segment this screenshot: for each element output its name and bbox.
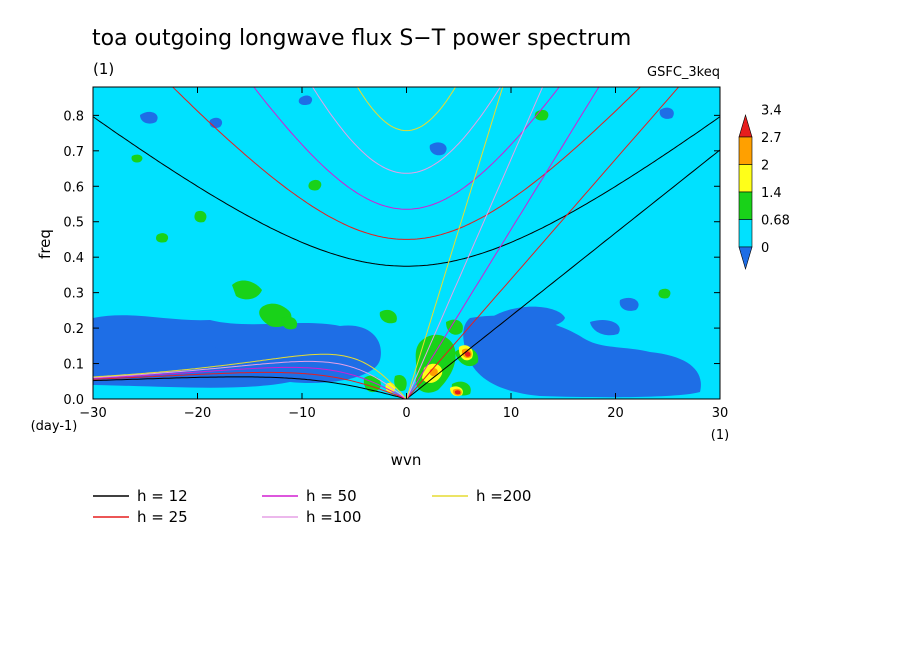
power-contour (590, 320, 620, 336)
power-contour (446, 319, 463, 335)
power-contour (209, 117, 223, 129)
legend-label: h =200 (476, 487, 531, 505)
kelvin-curve (406, 87, 680, 399)
colorbar-level-label: 1.4 (761, 186, 782, 201)
x-unit-label: (1) (711, 428, 729, 443)
y-tick-label: 0.2 (63, 322, 84, 337)
power-contour (463, 315, 701, 398)
power-contour (394, 374, 407, 392)
power-contour (93, 315, 381, 388)
colorbar-segment (738, 136, 753, 165)
y-tick-label: 0.4 (63, 251, 84, 266)
inertia-gravity-curve (253, 87, 560, 210)
x-axis: −30 −20 −10 0 10 20 30 (79, 87, 728, 421)
y-unit-label: (day-1) (31, 419, 78, 434)
x-axis-label: wvn (391, 451, 422, 469)
rossby-curve (93, 371, 407, 399)
legend: h = 12 h = 25 h = 50 h =100 h =200 (93, 487, 531, 526)
y-tick-label: 0.3 (63, 287, 84, 302)
rossby-curve (93, 360, 407, 399)
inertia-gravity-curve (171, 87, 642, 240)
rossby-curve (93, 366, 407, 399)
x-tick-label: 30 (712, 406, 729, 421)
kelvin-curve (406, 87, 600, 399)
power-contour (379, 309, 397, 324)
rossby-curve (93, 353, 407, 399)
colorbar-min-arrow (738, 246, 753, 271)
y-axis: 0.0 0.1 0.2 0.3 0.4 0.5 0.6 0.7 0.8 (63, 109, 720, 408)
x-tick-label: 0 (402, 406, 410, 421)
y-axis-label: freq (36, 229, 54, 259)
power-contour (298, 95, 313, 106)
rossby-curve (93, 376, 407, 399)
y-tick-label: 0.7 (63, 145, 84, 160)
power-contour (232, 280, 262, 300)
spectral-power-contours (93, 95, 701, 398)
x-tick-label: −20 (184, 406, 211, 421)
legend-label: h = 50 (306, 487, 357, 505)
chart-subtitle-right: GSFC_3keq (647, 65, 720, 80)
colorbar-level-label: 2 (761, 159, 769, 174)
y-tick-label: 0.0 (63, 393, 84, 408)
power-contour (140, 111, 158, 124)
y-tick-label: 0.1 (63, 358, 84, 373)
colorbar-max-arrow (738, 113, 753, 138)
kelvin-curve (406, 87, 544, 399)
power-contour (194, 210, 207, 223)
power-contour (93, 330, 129, 353)
power-contour (131, 154, 143, 163)
power-contour (156, 233, 169, 243)
legend-label: h =100 (306, 508, 361, 526)
inertia-gravity-curve (93, 116, 720, 267)
power-contour (658, 288, 671, 299)
colorbar-level-label: 2.7 (761, 131, 782, 146)
inertia-gravity-curve (311, 87, 502, 174)
kelvin-curve (406, 149, 720, 399)
y-tick-label: 0.6 (63, 180, 84, 195)
y-tick-label: 0.8 (63, 109, 84, 124)
colorbar-segment (738, 191, 753, 220)
colorbar-segment (738, 164, 753, 193)
power-contour (454, 390, 461, 395)
power-contour (281, 316, 298, 330)
power-contour (619, 297, 639, 311)
x-tick-label: 20 (607, 406, 624, 421)
plot-area (93, 87, 720, 399)
kelvin-curve (406, 87, 504, 399)
chart-title: toa outgoing longwave flux S−T power spe… (92, 26, 631, 51)
dispersion-curves (93, 87, 720, 399)
colorbar-segment (738, 219, 753, 248)
chart-subtitle-left: (1) (93, 60, 114, 78)
colorbar-level-label: 0 (761, 241, 769, 256)
y-tick-label: 0.5 (63, 216, 84, 231)
x-tick-label: −10 (288, 406, 315, 421)
x-tick-label: −30 (79, 406, 106, 421)
legend-label: h = 12 (137, 487, 188, 505)
power-contour (464, 351, 471, 357)
colorbar: 0 0.68 1.4 2 2.7 3.4 (738, 104, 790, 271)
colorbar-level-label: 3.4 (761, 104, 782, 119)
inertia-gravity-curve (356, 87, 457, 132)
power-contour (490, 306, 565, 328)
power-contour (308, 179, 322, 191)
power-contour (429, 142, 447, 156)
power-contour (160, 341, 227, 367)
power-contour (659, 107, 674, 119)
legend-label: h = 25 (137, 508, 188, 526)
colorbar-level-label: 0.68 (761, 214, 790, 229)
x-tick-label: 10 (503, 406, 520, 421)
